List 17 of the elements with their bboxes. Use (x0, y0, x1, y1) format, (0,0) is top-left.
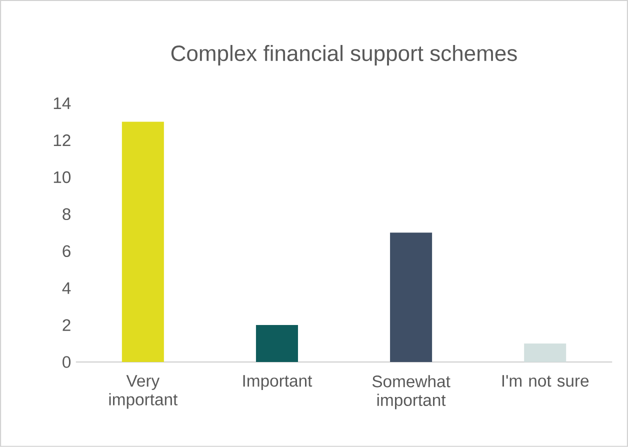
bar (256, 325, 298, 362)
y-tick-label: 4 (62, 282, 71, 294)
y-tick-label: 10 (54, 171, 71, 184)
x-tick-label: Very important (109, 375, 178, 409)
x-tick-label: Important (243, 375, 312, 390)
chart-title: Complex financial support schemes (171, 45, 517, 66)
y-tick-label: 14 (54, 98, 71, 110)
bar (122, 122, 164, 362)
x-tick-label: I'm not sure (502, 375, 589, 387)
y-tick-label: 8 (62, 208, 70, 220)
x-tick-label: Somewhat important (372, 375, 450, 410)
y-tick-label: 2 (62, 319, 70, 331)
y-tick-label: 12 (54, 134, 70, 146)
bar (524, 344, 566, 362)
bar (390, 232, 432, 362)
y-tick-label: 6 (62, 245, 70, 258)
y-tick-label: 0 (62, 356, 71, 368)
